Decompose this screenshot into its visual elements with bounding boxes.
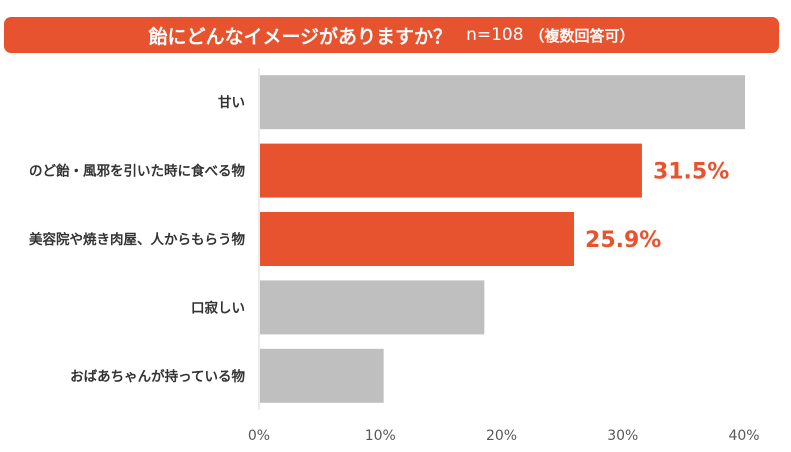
category-label-2: 美容院や焼き肉屋、人からもらう物: [29, 231, 245, 248]
chart-title: 飴にどんなイメージがありますか？: [148, 25, 453, 48]
bar-4: [260, 348, 384, 403]
category-label-0: 甘い: [218, 94, 245, 111]
x-tick-label-1: 10%: [365, 428, 396, 444]
sample-size: n=108: [466, 25, 524, 45]
bar-0: [260, 75, 745, 130]
bar-3: [260, 280, 485, 335]
x-tick-label-0: 0%: [248, 428, 270, 444]
bar-2: [260, 212, 575, 266]
bar-1: [260, 143, 642, 198]
answer-note: （複数回答可）: [529, 26, 635, 45]
x-tick-label-2: 20%: [486, 428, 517, 444]
title-banner: 飴にどんなイメージがありますか？ n=108 （複数回答可）: [4, 17, 779, 53]
data-label-2: 25.9%: [585, 228, 661, 253]
category-label-4: おばあちゃんが持っている物: [70, 368, 245, 385]
category-label-1: のど飴・風邪を引いた時に食べる物: [29, 163, 245, 180]
data-label-1: 31.5%: [653, 160, 729, 185]
category-label-3: 口寂しい: [191, 299, 245, 316]
x-tick-label-4: 40%: [728, 428, 759, 444]
x-tick-label-3: 30%: [607, 428, 638, 444]
